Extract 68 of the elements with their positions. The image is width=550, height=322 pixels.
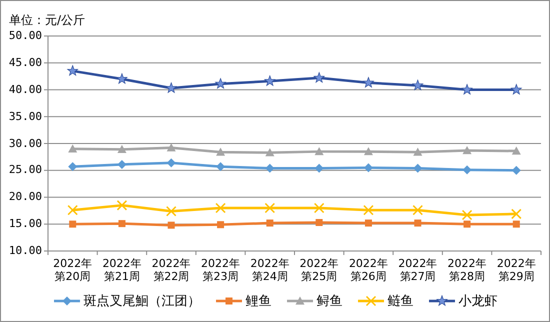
x-tick-label: 2022年第21周 bbox=[101, 257, 142, 283]
y-tick-label: 30.00 bbox=[8, 136, 42, 150]
point bbox=[364, 147, 373, 156]
point bbox=[216, 148, 226, 156]
point bbox=[413, 148, 422, 156]
x-tick-label: 2022年第23周 bbox=[200, 257, 242, 283]
point bbox=[116, 73, 128, 84]
point bbox=[314, 72, 325, 83]
point bbox=[69, 220, 76, 228]
y-tick-label: 15.00 bbox=[8, 217, 42, 230]
x-tick-label: 2022年第25周 bbox=[298, 257, 340, 283]
y-tick-label: 40.00 bbox=[8, 82, 42, 96]
y-tick-label: 45.00 bbox=[8, 56, 42, 69]
point bbox=[512, 220, 520, 228]
point bbox=[168, 222, 175, 229]
point bbox=[116, 200, 128, 211]
point bbox=[266, 220, 274, 227]
point bbox=[363, 204, 374, 216]
point bbox=[510, 84, 522, 94]
point bbox=[118, 220, 126, 228]
point bbox=[67, 65, 78, 76]
point bbox=[264, 75, 276, 86]
point bbox=[512, 146, 521, 155]
point bbox=[363, 77, 374, 88]
point bbox=[462, 210, 472, 220]
point bbox=[314, 202, 324, 214]
point bbox=[68, 144, 78, 152]
point bbox=[264, 202, 276, 214]
legend-label: 鲢鱼 bbox=[388, 294, 414, 309]
point bbox=[364, 220, 372, 227]
x-tick-label: 2022年第22周 bbox=[150, 257, 192, 283]
point bbox=[68, 162, 78, 172]
point bbox=[462, 84, 472, 94]
point bbox=[412, 80, 424, 90]
point bbox=[511, 208, 522, 220]
x-tick-label: 2022年第24周 bbox=[249, 257, 290, 283]
point bbox=[316, 219, 323, 226]
point bbox=[166, 206, 176, 216]
x-tick-label: 2022年第28周 bbox=[446, 257, 488, 283]
point bbox=[414, 220, 422, 227]
point bbox=[413, 164, 422, 173]
x-tick-label: 2022年第20周 bbox=[52, 257, 94, 283]
point bbox=[265, 148, 274, 156]
x-tick-label: 2022年第29周 bbox=[496, 257, 537, 283]
y-tick-label: 20.00 bbox=[8, 190, 42, 204]
point bbox=[166, 82, 177, 93]
point bbox=[166, 143, 176, 152]
point bbox=[217, 221, 224, 228]
point bbox=[67, 204, 78, 216]
y-tick-label: 10.00 bbox=[8, 244, 42, 257]
point bbox=[215, 78, 226, 89]
point bbox=[464, 220, 471, 228]
y-tick-label: 25.00 bbox=[8, 163, 42, 176]
y-axis-title: 单位：元/公斤 bbox=[9, 12, 86, 29]
legend-label: 鲤鱼 bbox=[246, 294, 272, 309]
legend-label: 小龙虾 bbox=[458, 294, 498, 309]
point bbox=[412, 204, 423, 216]
point bbox=[117, 144, 126, 154]
legend-label: 鲟鱼 bbox=[316, 294, 342, 309]
legend-label: 斑点叉尾鮰（江团） bbox=[84, 294, 200, 309]
y-tick-label: 50.00 bbox=[8, 29, 42, 42]
point bbox=[314, 147, 324, 156]
point bbox=[166, 158, 176, 168]
point bbox=[215, 202, 226, 214]
x-tick-label: 2022年第26周 bbox=[348, 257, 389, 283]
y-tick-label: 35.00 bbox=[8, 110, 42, 123]
point bbox=[462, 146, 472, 154]
x-tick-label: 2022年第27周 bbox=[397, 257, 438, 283]
